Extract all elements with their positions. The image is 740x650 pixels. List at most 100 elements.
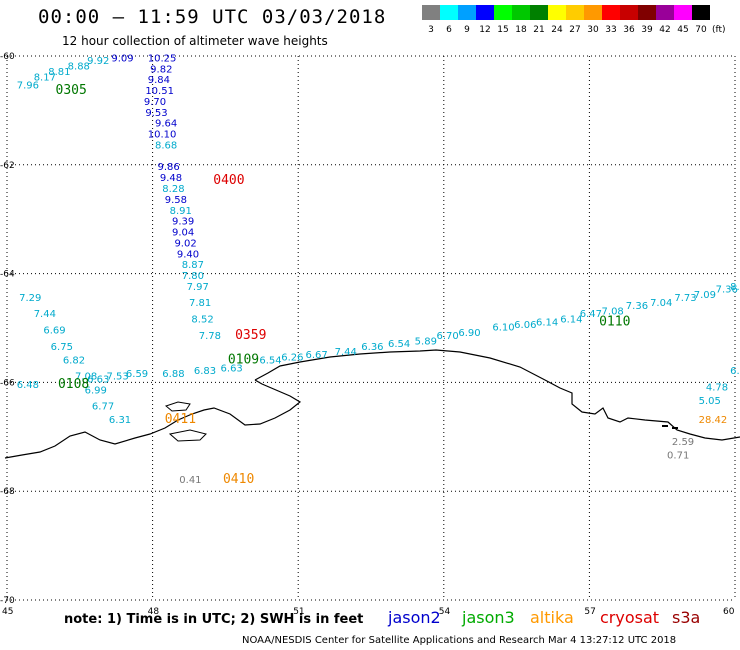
- swh-value-label: 6.63: [221, 364, 243, 375]
- legend-swatch-label: 3: [428, 25, 434, 35]
- swh-value-label: 9.84: [148, 75, 170, 86]
- swh-value-label: 9.58: [165, 195, 187, 206]
- credit-line: NOAA/NESDIS Center for Satellite Applica…: [242, 635, 677, 646]
- pass-time-label: 0109: [228, 352, 259, 367]
- lat-tick-label: -66: [0, 378, 15, 388]
- swh-value-label: 9.40: [177, 249, 199, 260]
- legend-swatch: [440, 5, 458, 20]
- swh-value-label: 7.29: [19, 293, 41, 304]
- swh-value-label: 6.59: [126, 369, 148, 380]
- swh-value-label: 7.96: [17, 81, 39, 92]
- swh-value-label: 10.51: [145, 86, 174, 97]
- swh-value-label: 9.64: [155, 119, 177, 130]
- swh-value-label: 6.77: [92, 402, 114, 413]
- lon-tick-label: 51: [293, 607, 304, 617]
- legend-swatch-label: 42: [659, 25, 671, 35]
- swh-value-label: 7.08: [602, 306, 624, 317]
- lat-tick-label: -70: [0, 596, 15, 606]
- legend-swatch-label: 36: [623, 25, 635, 35]
- swh-value-label: 9.09: [111, 53, 133, 64]
- swh-value-label: 7.36: [716, 285, 738, 296]
- legend-swatch: [674, 5, 692, 20]
- swh-value-label: 6.14: [536, 317, 558, 328]
- swh-value-label: 7.80: [182, 271, 204, 282]
- swh-value-label: 9.48: [160, 173, 182, 184]
- legend-swatch-label: 70: [695, 25, 707, 35]
- lon-tick-label: 54: [439, 607, 451, 617]
- swh-value-label: 6.99: [85, 385, 107, 396]
- swh-value-label: 28.42: [699, 415, 728, 426]
- legend-swatch: [476, 5, 494, 20]
- swh-value-label: 8.87: [182, 260, 204, 271]
- swh-value-label: 6.36: [361, 342, 383, 353]
- pass-time-label: 0410: [223, 472, 254, 487]
- swh-value-label: 9.70: [144, 97, 166, 108]
- legend-swatch-label: 24: [551, 25, 563, 35]
- satellite-name-jason3: jason3: [462, 608, 515, 627]
- swh-value-label: 6.83: [194, 366, 216, 377]
- lat-tick-label: -62: [0, 161, 15, 171]
- swh-value-label: 6.47: [580, 309, 602, 320]
- swh-value-label: 0.71: [667, 451, 689, 462]
- island-outline-2: [168, 429, 207, 442]
- legend-swatch: [566, 5, 584, 20]
- pass-time-labels: 0305 0400 0359 0109 0108 0411 0410 0110: [56, 83, 631, 487]
- swh-value-label: 7.08: [75, 372, 97, 383]
- swh-value-label: 7.73: [674, 293, 696, 304]
- pass-time-label: 0108: [58, 377, 89, 392]
- legend-swatch: [620, 5, 638, 20]
- swh-value-label: 9.02: [174, 238, 196, 249]
- swh-value-label: 9.39: [172, 217, 194, 228]
- coastline-west: [4, 379, 302, 459]
- swh-value-label: 6.10: [492, 323, 514, 334]
- antarctic-coastline: [254, 349, 740, 441]
- legend-swatch-label: 45: [677, 25, 689, 35]
- lon-tick-label: 45: [2, 607, 13, 617]
- swh-value-label: 8.81: [48, 67, 70, 78]
- swh-value-label: 8.76: [730, 282, 740, 293]
- legend-swatch-label: 18: [515, 25, 527, 35]
- legend-swatch: [602, 5, 620, 20]
- swh-value-label: 6.67: [305, 350, 327, 361]
- swh-value-label: 8.88: [68, 62, 90, 73]
- map-subtitle: 12 hour collection of altimeter wave hei…: [62, 34, 328, 48]
- swh-value-label: 6.54: [388, 339, 410, 350]
- swh-value-label: 8.91: [170, 206, 192, 217]
- swh-value-label: 6.90: [458, 328, 480, 339]
- swh-value-label: 9.53: [145, 108, 167, 119]
- legend-swatch: [656, 5, 674, 20]
- pass-time-label: 0110: [599, 314, 630, 329]
- legend-swatch: [692, 5, 710, 20]
- swh-value-label: 7.97: [187, 282, 209, 293]
- legend-swatch: [422, 5, 440, 20]
- legend-swatch-label: 39: [641, 25, 653, 35]
- pass-time-label: 0305: [56, 83, 87, 98]
- swh-value-label: 9.92: [87, 56, 109, 67]
- lat-lon-grid: [6, 55, 736, 601]
- swh-value-label: 10.10: [148, 130, 177, 141]
- legend-unit: (ft): [712, 25, 726, 35]
- swh-value-label: 0.41: [179, 475, 201, 486]
- legend-swatch-label: 33: [605, 25, 617, 35]
- lon-tick-label: 48: [148, 607, 160, 617]
- swh-value-label: 6.88: [162, 369, 184, 380]
- legend-swatch: [584, 5, 602, 20]
- legend-swatch: [494, 5, 512, 20]
- swh-value-label: 6.75: [51, 342, 73, 353]
- swh-value-label: 9.86: [157, 162, 179, 173]
- legend-swatch: [512, 5, 530, 20]
- swh-value-label: 6.82: [63, 355, 85, 366]
- swh-value-label: 7.78: [199, 331, 221, 342]
- swh-value-label: 9.82: [150, 64, 172, 75]
- legend-swatch-label: 12: [479, 25, 491, 35]
- swh-value-label: 7.53: [106, 372, 128, 383]
- swh-value-label: 6.14: [560, 315, 582, 326]
- swh-value-label: 6.40: [730, 366, 740, 377]
- legend-swatch-label: 21: [533, 25, 545, 35]
- swh-value-label: 4.78: [706, 383, 728, 394]
- footnote: note: 1) Time is in UTC; 2) SWH is in fe…: [64, 612, 364, 627]
- legend-swatch: [530, 5, 548, 20]
- pass-time-label: 0411: [165, 412, 196, 427]
- coastline: [4, 349, 740, 459]
